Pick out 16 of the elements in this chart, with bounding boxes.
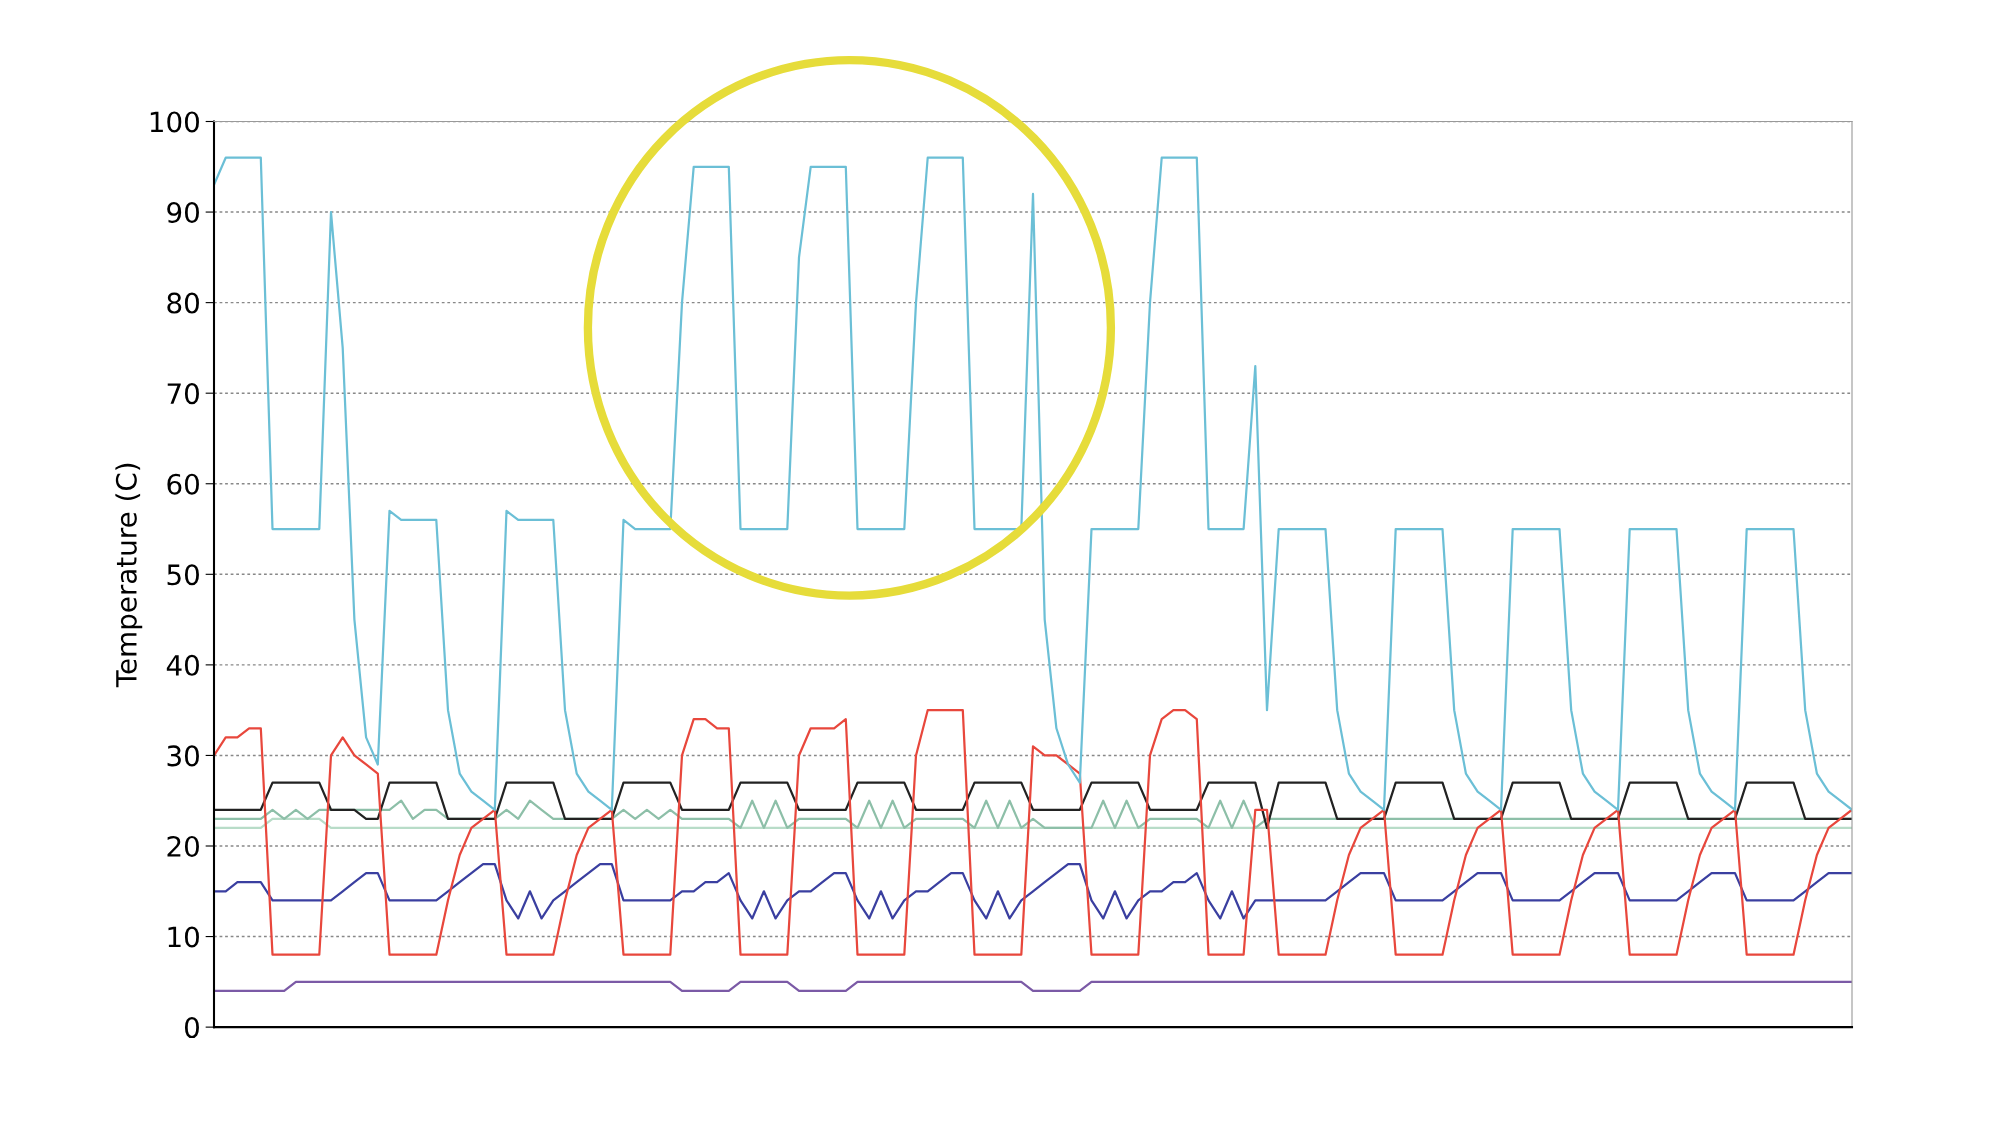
line-series [214,709,1852,956]
y-tick-label: 0 [184,1017,199,1039]
y-tick-label: 50 [167,564,199,586]
y-tick-label: 90 [167,202,199,224]
line-series [214,781,1852,829]
y-tick-label: 80 [167,292,199,314]
line-series [214,156,1852,811]
y-tick-label: 70 [167,383,199,405]
y-tick-label: 40 [166,654,199,676]
y-tick-label: 60 [167,473,199,495]
y-tick-label: 100 [150,111,199,133]
y-tick-label: 20 [167,835,199,857]
y-tick-label: 30 [167,745,199,767]
y-axis-title: Temperature (C) [115,463,143,688]
line-series [214,863,1852,920]
y-tick-label: 10 [168,926,199,948]
